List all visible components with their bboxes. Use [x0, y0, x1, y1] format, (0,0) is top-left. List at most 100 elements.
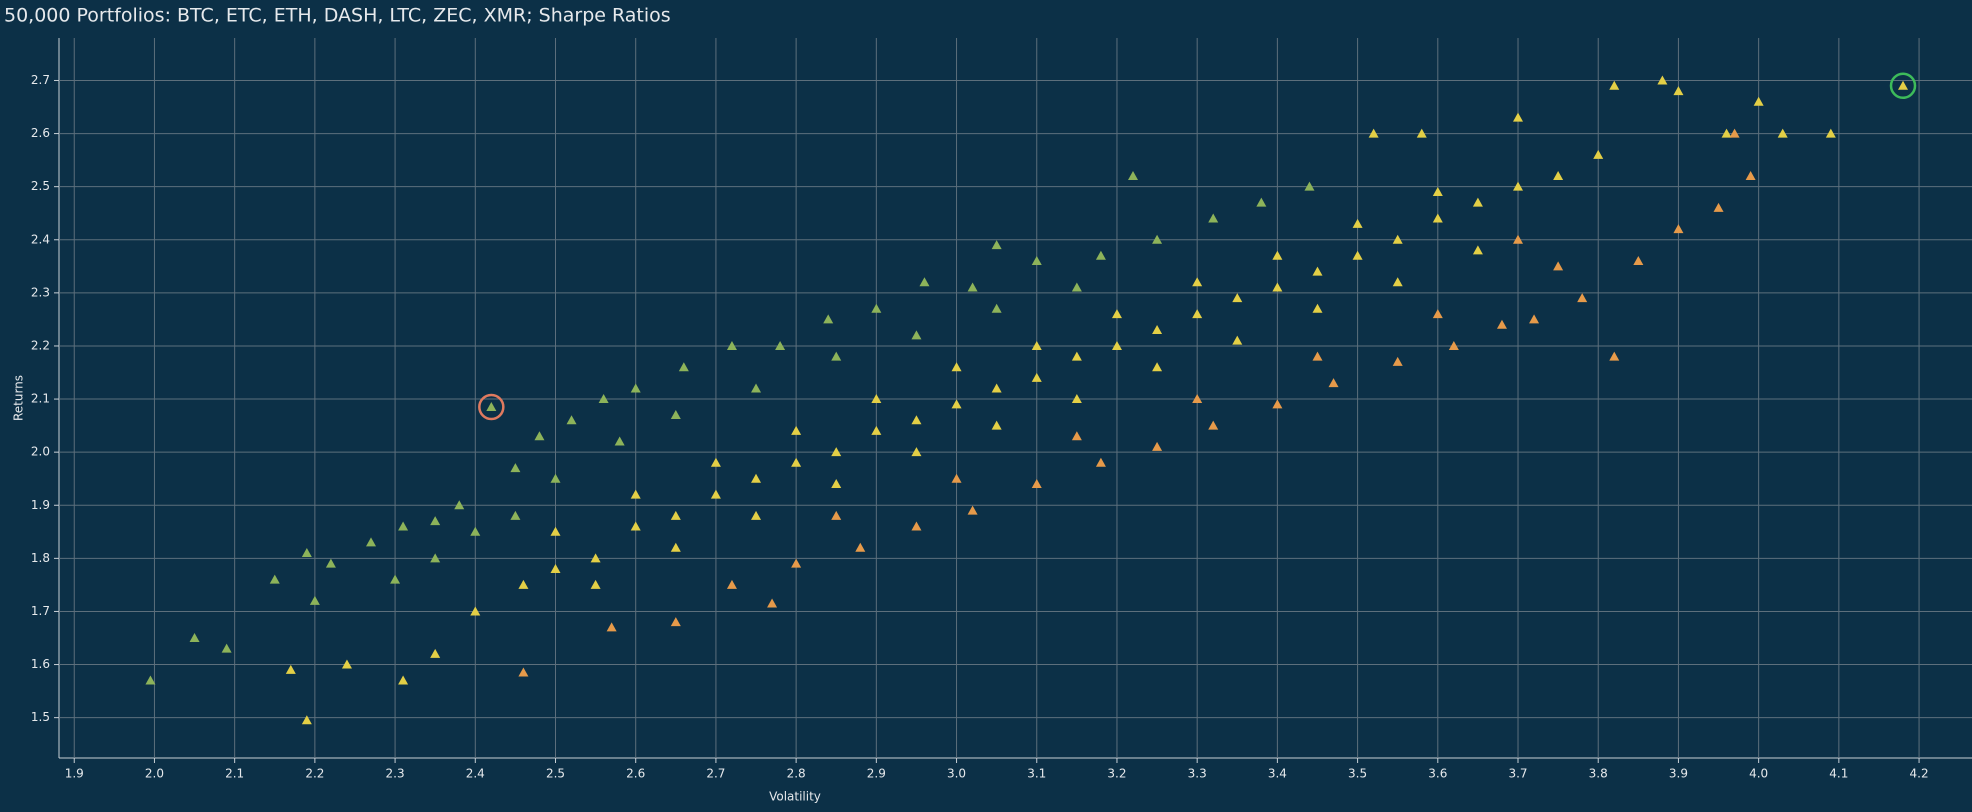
point	[1256, 197, 1267, 207]
point	[670, 617, 681, 627]
point	[670, 409, 681, 419]
point	[1472, 197, 1483, 207]
point	[1529, 314, 1540, 324]
point	[831, 447, 842, 457]
y-tick-label: 2.3	[31, 285, 50, 299]
point	[510, 510, 521, 520]
point	[1031, 256, 1042, 266]
point	[1777, 128, 1788, 138]
point	[1071, 431, 1082, 441]
x-tick-label: 2.9	[867, 767, 886, 781]
point	[1312, 351, 1323, 361]
point	[1111, 340, 1122, 350]
point	[454, 500, 465, 510]
y-tick-label: 2.4	[31, 232, 50, 246]
x-tick-label: 2.2	[305, 767, 324, 781]
point	[775, 340, 786, 350]
point	[1593, 149, 1604, 159]
point	[550, 473, 561, 483]
point	[301, 548, 312, 558]
point	[670, 510, 681, 520]
point	[518, 579, 529, 589]
point	[390, 574, 401, 584]
point	[967, 505, 978, 515]
point	[767, 598, 778, 608]
point	[911, 330, 922, 340]
point	[919, 277, 930, 287]
point	[1031, 479, 1042, 489]
point	[1513, 234, 1524, 244]
point	[1392, 356, 1403, 366]
point	[1071, 351, 1082, 361]
point	[145, 675, 156, 685]
point	[1392, 277, 1403, 287]
point	[726, 579, 737, 589]
point	[341, 659, 352, 669]
point	[1432, 213, 1443, 223]
point	[550, 563, 561, 573]
point	[398, 521, 409, 531]
point	[1128, 171, 1139, 181]
point	[1095, 250, 1106, 260]
point	[710, 457, 721, 467]
point	[1448, 340, 1459, 350]
y-tick-label: 2.0	[31, 445, 50, 459]
x-tick-label: 4.0	[1749, 767, 1768, 781]
point	[470, 526, 481, 536]
point	[855, 542, 866, 552]
point	[366, 537, 377, 547]
point	[1721, 128, 1732, 138]
point	[1328, 378, 1339, 388]
point	[566, 415, 577, 425]
x-tick-label: 3.8	[1589, 767, 1608, 781]
x-tick-label: 4.2	[1910, 767, 1929, 781]
y-tick-label: 2.5	[31, 179, 50, 193]
point	[1513, 181, 1524, 191]
point	[710, 489, 721, 499]
highlight-ring	[1889, 72, 1917, 100]
point	[791, 457, 802, 467]
y-tick-label: 1.6	[31, 657, 50, 671]
point	[1496, 319, 1507, 329]
point	[1208, 420, 1219, 430]
point	[1825, 128, 1836, 138]
point	[189, 633, 200, 642]
point	[871, 303, 882, 313]
point	[1553, 261, 1564, 271]
point	[398, 675, 409, 685]
point	[1208, 213, 1219, 223]
point	[1031, 372, 1042, 382]
point	[1392, 234, 1403, 244]
point	[670, 542, 681, 552]
point	[1152, 234, 1163, 244]
point	[1513, 112, 1524, 122]
x-tick-label: 3.9	[1669, 767, 1688, 781]
point	[550, 526, 561, 536]
point	[1609, 351, 1620, 361]
point	[614, 436, 625, 446]
point	[285, 664, 296, 674]
x-tick-label: 2.5	[546, 767, 565, 781]
point	[1312, 266, 1323, 276]
point	[1071, 282, 1082, 292]
point	[831, 510, 842, 520]
point	[590, 579, 601, 589]
x-tick-label: 3.5	[1348, 767, 1367, 781]
point	[911, 521, 922, 531]
y-tick-label: 2.6	[31, 126, 50, 140]
chart-title: 50,000 Portfolios: BTC, ETC, ETH, DASH, …	[4, 5, 671, 27]
point	[430, 516, 441, 526]
point	[911, 415, 922, 425]
x-tick-label: 4.1	[1829, 767, 1848, 781]
point	[606, 622, 617, 632]
point	[221, 643, 232, 653]
point	[991, 383, 1002, 393]
point	[1633, 256, 1644, 266]
y-tick-label: 2.2	[31, 338, 50, 352]
point	[598, 394, 609, 404]
point	[871, 425, 882, 435]
point	[1304, 181, 1315, 191]
point	[1432, 309, 1443, 319]
x-tick-label: 2.4	[466, 767, 485, 781]
